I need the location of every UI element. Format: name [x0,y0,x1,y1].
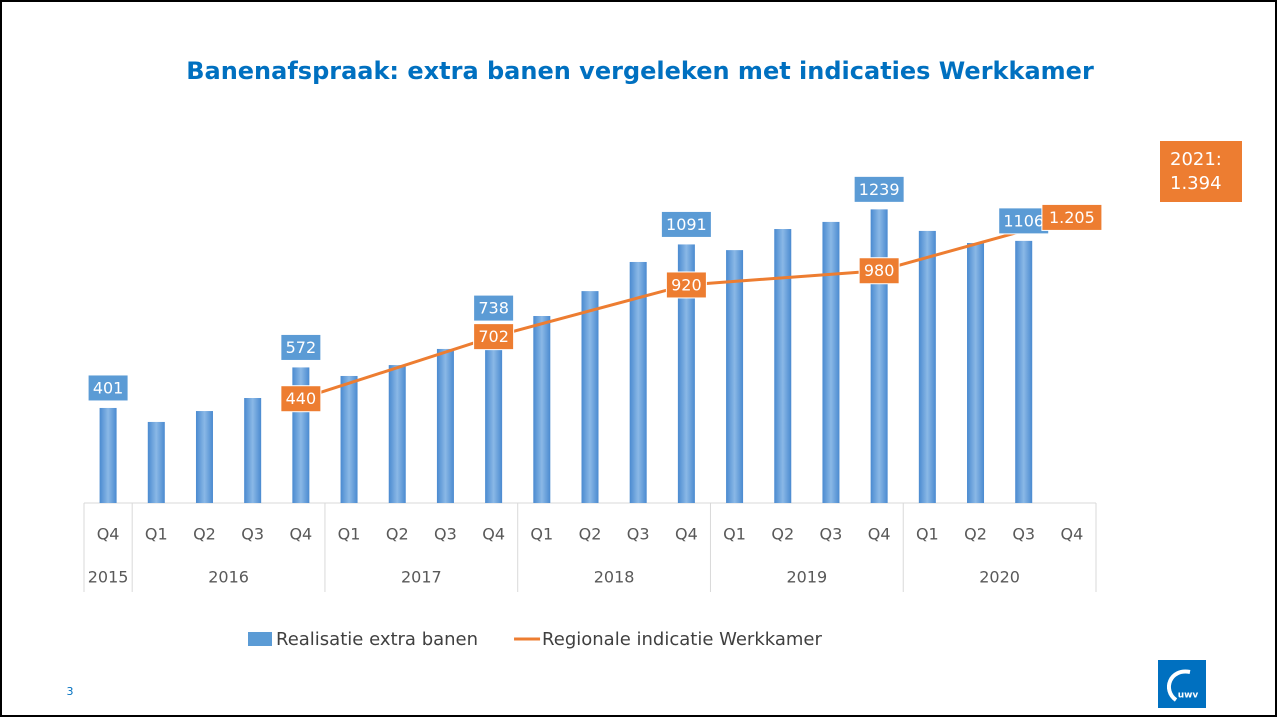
x-tick-label: Q3 [241,525,264,544]
bar [340,375,358,503]
value-label: 440 [286,389,317,408]
legend-label: Realisatie extra banen [276,629,478,650]
x-tick-label: Q3 [1012,525,1035,544]
x-tick-label: Q3 [820,525,843,544]
x-tick-label: Q3 [434,525,457,544]
chart-title: Banenafspraak: extra banen vergeleken me… [186,57,1094,85]
value-label: 980 [864,261,895,280]
legend-label: Regionale indicatie Werkkamer [542,629,822,650]
value-label-box [853,175,905,203]
x-group-label: 2015 [88,568,129,587]
x-tick-label: Q4 [675,525,698,544]
x-group-label: 2020 [979,568,1020,587]
value-label-box [1041,203,1103,231]
x-tick-label: Q4 [1061,525,1084,544]
value-label-box [665,271,707,299]
bar [677,244,695,504]
bar [918,230,936,503]
value-label-box [280,333,322,361]
value-label: 1091 [666,215,707,234]
value-label: 1239 [859,180,900,199]
bar [726,250,744,503]
logo-box [1158,660,1206,708]
bar [629,261,647,503]
value-label-box [473,294,515,322]
value-label: 702 [478,327,509,346]
bar [967,243,985,504]
x-tick-label: Q2 [579,525,602,544]
legend-swatch [248,632,272,646]
bar [1015,240,1033,504]
x-tick-label: Q4 [868,525,891,544]
logo-text: uwv [1178,691,1199,701]
x-tick-label: Q2 [771,525,794,544]
x-tick-label: Q1 [338,525,361,544]
bar [388,365,406,503]
x-tick-label: Q3 [627,525,650,544]
value-label-box [660,210,712,238]
value-label: 920 [671,275,702,294]
x-tick-label: Q4 [482,525,505,544]
x-group-label: 2018 [594,568,635,587]
bar [436,348,454,503]
value-label: 738 [478,299,509,318]
value-label: 1.205 [1049,208,1095,227]
bar [774,229,792,503]
bar [581,291,599,503]
value-label-box [858,257,900,285]
x-tick-label: Q1 [530,525,553,544]
value-label-box [473,323,515,351]
value-label: 572 [286,338,317,357]
bar [147,421,165,503]
x-group-label: 2019 [786,568,827,587]
value-label: 1106 [1003,211,1044,230]
x-tick-label: Q1 [145,525,168,544]
x-tick-label: Q4 [97,525,120,544]
bar [244,398,262,503]
bar [870,209,888,503]
value-label-box [280,385,322,413]
x-group-label: 2016 [208,568,249,587]
page-number: 3 [67,685,74,698]
x-tick-label: Q1 [723,525,746,544]
x-group-label: 2017 [401,568,442,587]
x-tick-label: Q4 [289,525,312,544]
x-tick-label: Q2 [386,525,409,544]
bar [822,221,840,503]
bar [485,328,503,503]
annotation-box [1160,141,1242,202]
x-tick-label: Q2 [193,525,216,544]
value-label: 401 [93,378,124,397]
bar [533,316,551,503]
bar [99,407,117,503]
bar [195,411,213,503]
x-tick-label: Q1 [916,525,939,544]
value-label-box [87,374,129,402]
logo-swoosh [1167,669,1191,702]
annotation: 2021: [1170,149,1222,170]
x-tick-label: Q2 [964,525,987,544]
annotation: 1.394 [1170,173,1222,194]
